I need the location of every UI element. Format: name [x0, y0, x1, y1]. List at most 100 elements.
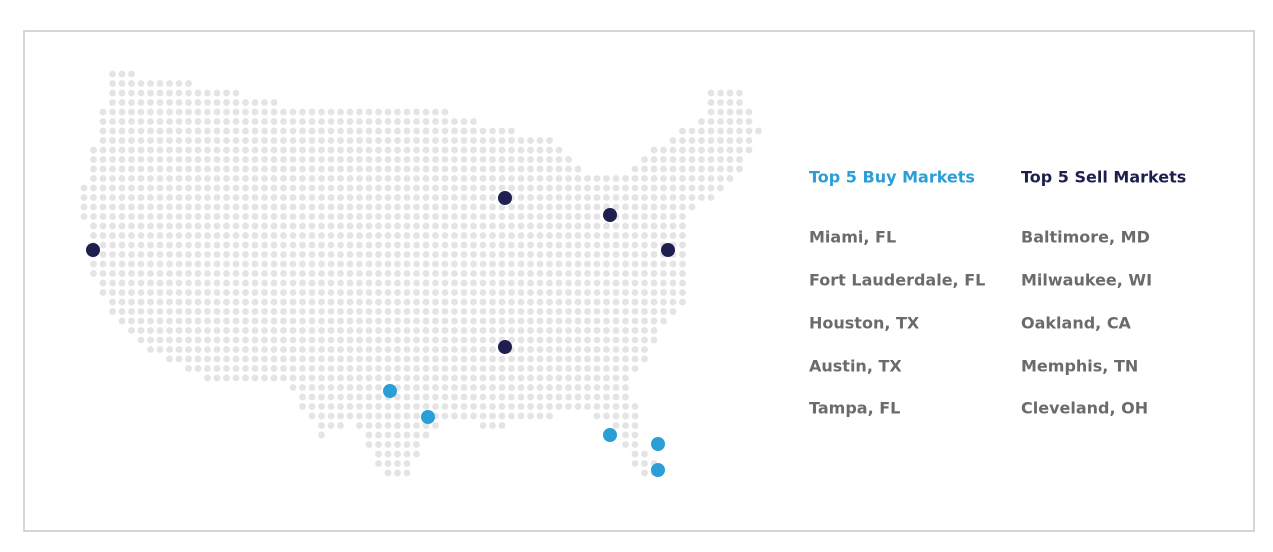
- map-dot: [375, 450, 382, 458]
- map-dot: [327, 393, 335, 401]
- map-dot: [232, 146, 240, 154]
- map-dot: [413, 374, 420, 382]
- map-dot: [451, 146, 458, 154]
- map-dot: [242, 203, 249, 211]
- map-dot: [612, 317, 620, 325]
- map-dot: [546, 336, 553, 344]
- map-dot: [204, 241, 211, 249]
- map-dot: [194, 241, 202, 249]
- map-dot: [565, 260, 572, 268]
- map-dot: [356, 137, 363, 144]
- map-dot: [356, 298, 363, 306]
- map-dot: [109, 70, 116, 78]
- map-dot: [204, 365, 211, 372]
- map-dot: [242, 222, 249, 230]
- map-dot: [365, 156, 373, 163]
- map-dot: [555, 317, 563, 325]
- map-dot: [346, 203, 354, 211]
- map-dot: [584, 355, 591, 363]
- map-dot: [118, 146, 126, 154]
- map-dot: [717, 175, 724, 182]
- map-dot: [565, 203, 572, 211]
- map-dot: [270, 165, 278, 173]
- map-dot: [137, 203, 145, 211]
- map-dot: [565, 393, 572, 401]
- map-dot: [536, 374, 544, 382]
- map-dot: [213, 222, 221, 230]
- map-dot: [185, 213, 192, 220]
- map-dot: [289, 108, 297, 116]
- map-dot: [470, 393, 477, 401]
- map-dot: [403, 156, 411, 163]
- map-dot: [565, 317, 572, 325]
- map-dot: [441, 317, 449, 325]
- map-dot: [470, 165, 477, 173]
- map-dot: [194, 127, 202, 135]
- map-dot: [622, 327, 629, 334]
- map-dot: [299, 137, 306, 144]
- map-dot: [641, 327, 648, 334]
- map-dot: [232, 317, 240, 325]
- map-dot: [337, 393, 344, 401]
- map-dot: [118, 118, 126, 125]
- map-dot: [156, 127, 164, 135]
- map-dot: [356, 365, 363, 372]
- map-dot: [308, 175, 316, 182]
- map-dot: [489, 184, 496, 192]
- map-dot: [147, 89, 154, 97]
- map-dot: [232, 203, 240, 211]
- map-dot: [147, 108, 154, 116]
- map-dot: [365, 232, 373, 239]
- map-dot: [280, 317, 287, 325]
- map-dot: [128, 127, 135, 135]
- map-dot: [536, 289, 544, 296]
- map-dot: [508, 412, 515, 420]
- map-dot: [622, 317, 629, 325]
- map-dot: [470, 146, 477, 154]
- map-dot: [650, 232, 658, 239]
- map-dot: [156, 336, 164, 344]
- map-dot: [460, 127, 468, 135]
- map-dot: [356, 127, 363, 135]
- map-dot: [555, 156, 563, 163]
- map-dot: [375, 232, 382, 239]
- map-dot: [403, 289, 411, 296]
- map-dot: [261, 355, 268, 363]
- map-dot: [574, 308, 582, 315]
- map-dot: [308, 289, 316, 296]
- map-dot: [365, 422, 373, 429]
- map-dot: [527, 289, 534, 296]
- map-dot: [175, 118, 183, 125]
- map-dot: [660, 260, 667, 268]
- map-dot: [498, 289, 506, 296]
- map-dot: [242, 156, 249, 163]
- map-dot: [394, 279, 401, 287]
- map-dot: [223, 346, 230, 353]
- map-dot: [422, 213, 430, 220]
- map-dot: [270, 251, 278, 258]
- map-dot: [479, 346, 487, 353]
- map-dot: [641, 346, 648, 353]
- map-dot: [175, 298, 183, 306]
- map-dot: [451, 118, 458, 125]
- map-dot: [337, 118, 344, 125]
- map-dot: [460, 317, 468, 325]
- map-dot: [650, 146, 658, 154]
- map-dot: [365, 260, 373, 268]
- map-dot: [698, 146, 705, 154]
- map-dot: [232, 165, 240, 173]
- map-dot: [156, 327, 164, 334]
- map-dot: [185, 99, 192, 106]
- map-dot: [213, 118, 221, 125]
- map-dot: [242, 165, 249, 173]
- map-dot: [593, 365, 601, 372]
- map-dot: [204, 270, 211, 277]
- map-dot: [289, 175, 297, 182]
- map-dot: [574, 346, 582, 353]
- map-dot: [356, 289, 363, 296]
- map-dot: [327, 355, 335, 363]
- map-dot: [270, 232, 278, 239]
- map-dot: [308, 232, 316, 239]
- map-dot: [403, 165, 411, 173]
- map-dot: [280, 251, 287, 258]
